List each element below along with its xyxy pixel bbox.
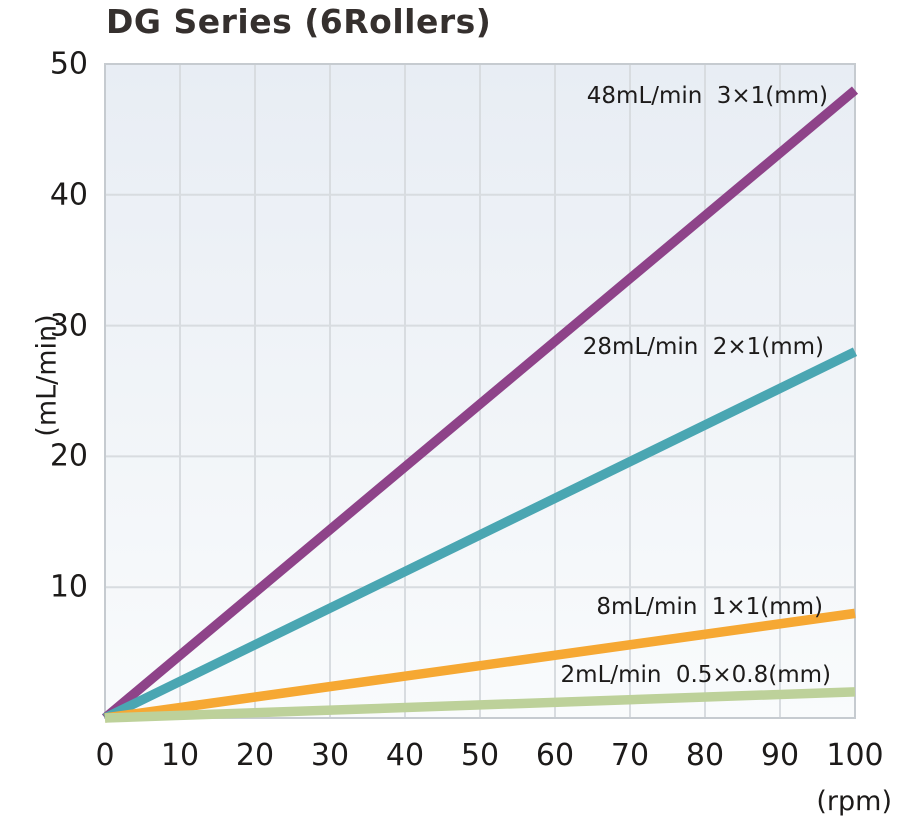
x-tick-label: 0 — [95, 738, 115, 773]
gridlines — [105, 64, 855, 718]
x-tick-label: 10 — [160, 738, 200, 773]
y-tick-label: 20 — [49, 438, 88, 474]
x-tick-label: 60 — [535, 738, 575, 773]
plot-border — [104, 63, 856, 719]
series-label-0.5×0.8(mm): 2mL/min 0.5×0.8(mm) — [560, 662, 831, 688]
x-tick-label: 90 — [760, 738, 800, 773]
series-line-2×1(mm) — [102, 347, 858, 723]
chart-title: DG Series (6Rollers) — [106, 2, 492, 41]
x-tick-label: 70 — [610, 738, 650, 773]
series-line-1×1(mm) — [104, 608, 856, 723]
y-tick-label: 10 — [49, 569, 88, 605]
series-line-3×1(mm) — [101, 86, 859, 722]
y-tick-label: 50 — [49, 46, 88, 82]
y-tick-label: 40 — [49, 177, 88, 213]
series-label-2×1(mm): 28mL/min 2×1(mm) — [582, 334, 824, 360]
x-tick-label: 30 — [310, 738, 350, 773]
series-label-1×1(mm): 8mL/min 1×1(mm) — [596, 594, 823, 620]
series-label-3×1(mm): 48mL/min 3×1(mm) — [586, 83, 828, 109]
y-axis-unit-label: (mL/min) — [31, 314, 63, 437]
x-axis-unit-label: (rpm) — [816, 786, 892, 817]
x-tick-label: 80 — [685, 738, 725, 773]
x-tick-label: 20 — [235, 738, 275, 773]
x-tick-label: 40 — [385, 738, 425, 773]
x-tick-label: 50 — [460, 738, 500, 773]
series-line-0.5×0.8(mm) — [104, 687, 856, 723]
x-tick-label: 100 — [826, 738, 884, 773]
y-tick-label: 30 — [49, 308, 88, 344]
